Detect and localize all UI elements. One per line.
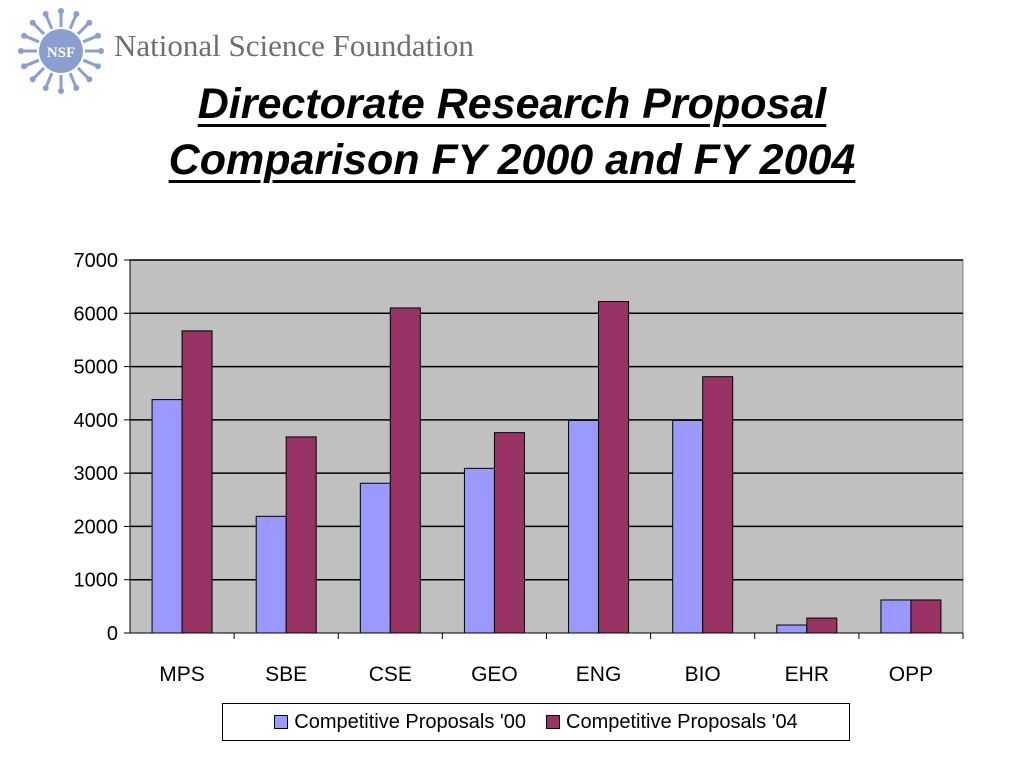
x-tick-label: ENG (576, 663, 622, 686)
nsf-logo-text: NSF (47, 45, 75, 61)
bar-mps-04 (181, 330, 213, 634)
y-tick-label: 6000 (74, 303, 119, 325)
nsf-logo: NSF (18, 8, 104, 94)
bar-eng-04 (598, 301, 630, 634)
bar-opp-04 (910, 599, 942, 634)
legend-item-00: Competitive Proposals '00 (274, 711, 526, 734)
header: NSF National Science Foundation (18, 8, 618, 94)
legend-swatch-00 (274, 715, 289, 729)
y-tick-label: 2000 (74, 516, 119, 538)
y-tick-label: 4000 (74, 410, 119, 432)
bar-ehr-04 (806, 617, 838, 634)
x-tick-label: GEO (471, 663, 518, 686)
y-tick-label: 5000 (74, 357, 119, 379)
bar-mps-00 (151, 399, 183, 634)
title-line-1: Directorate Research Proposal (197, 80, 827, 128)
page-title: Directorate Research Proposal Comparison… (0, 76, 1024, 188)
bar-opp-00 (880, 599, 912, 634)
bar-cse-00 (359, 482, 391, 634)
legend-label-00: Competitive Proposals '00 (294, 710, 526, 733)
x-tick-label: BIO (685, 663, 721, 686)
y-tick-label: 1000 (74, 570, 119, 592)
chart-legend: Competitive Proposals '00 Competitive Pr… (222, 703, 850, 741)
legend-item-04: Competitive Proposals '04 (546, 711, 798, 734)
legend-swatch-04 (546, 715, 560, 729)
bar-geo-00 (463, 467, 495, 634)
org-name: National Science Foundation (114, 28, 474, 63)
bar-eng-00 (568, 419, 600, 634)
bar-geo-04 (493, 432, 525, 634)
legend-label-04: Competitive Proposals '04 (566, 710, 798, 733)
x-tick-label: SBE (265, 663, 307, 686)
bar-sbe-04 (285, 436, 317, 634)
title-line-2: Comparison FY 2000 and FY 2004 (168, 136, 856, 184)
bar-bio-00 (672, 419, 704, 634)
bar-cse-04 (389, 307, 421, 634)
x-tick-label: MPS (159, 663, 205, 686)
x-tick-label: OPP (889, 663, 933, 686)
bar-sbe-00 (255, 515, 287, 634)
y-tick-label: 7000 (74, 250, 119, 272)
y-tick-label: 3000 (74, 463, 119, 485)
bar-ehr-00 (776, 624, 808, 634)
plot-area (129, 259, 964, 634)
bar-bio-04 (702, 376, 734, 634)
x-tick-label: CSE (369, 663, 412, 686)
x-tick-label: EHR (785, 663, 829, 686)
y-tick-label: 0 (107, 623, 118, 645)
